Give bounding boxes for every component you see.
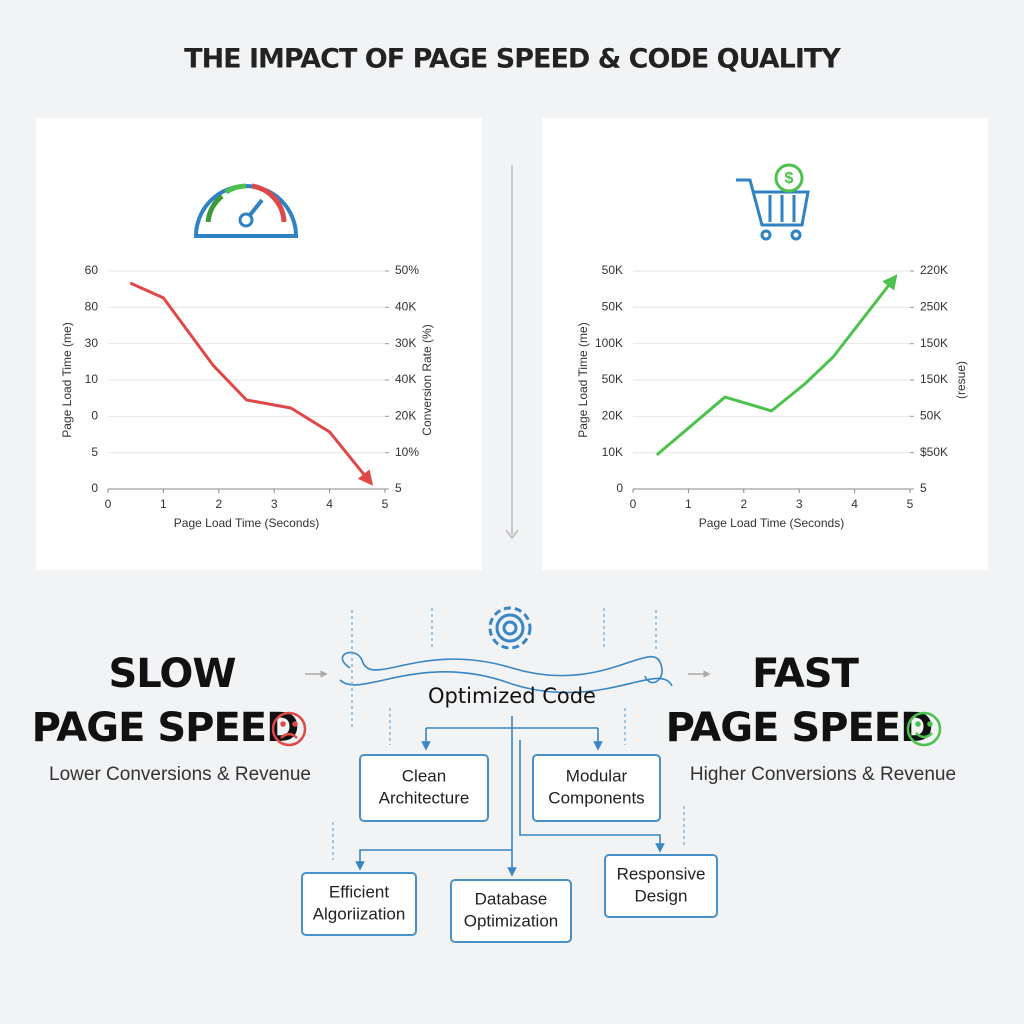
code-box-label: Algoriization <box>313 904 406 923</box>
diagram-center: Optimized Code <box>428 684 596 708</box>
code-box-label: Components <box>548 788 644 807</box>
x-tick-label: 1 <box>685 497 692 511</box>
y2-tick-label: 250K <box>920 300 948 314</box>
y-tick-label: 0 <box>91 481 98 495</box>
y-tick-label: 30 <box>85 336 99 350</box>
y-tick-label: 50K <box>602 263 623 277</box>
divider-arrow <box>505 529 519 540</box>
slow-heading: SLOW <box>109 651 236 697</box>
dashed-arrows <box>332 608 685 860</box>
y2-tick-label: 150K <box>920 336 948 350</box>
banner-ribbon <box>341 651 663 684</box>
y-tick-label: 10 <box>85 372 99 386</box>
code-box-label: Optimization <box>464 911 558 930</box>
y-tick-label: 20K <box>602 409 623 423</box>
fast-heading: FAST <box>752 651 860 697</box>
code-box-label: Clean <box>402 766 446 785</box>
x-tick-label: 2 <box>215 497 222 511</box>
data-line <box>129 281 374 486</box>
slow-heading: PAGE SPEED <box>32 705 299 751</box>
code-box-label: Modular <box>566 766 628 785</box>
code-box-label: Database <box>475 889 548 908</box>
gauge-icon <box>193 183 299 238</box>
happy-face <box>906 711 942 747</box>
fast-heading: PAGE SPEED <box>666 705 933 751</box>
x-tick-label: 5 <box>382 497 389 511</box>
y2-axis-label: (resue) <box>954 361 968 399</box>
connector <box>355 849 512 871</box>
gear-icon <box>488 606 532 650</box>
x-axis-label: Page Load Time (Seconds) <box>699 516 844 530</box>
x-tick-label: 4 <box>326 497 333 511</box>
y2-tick-label: 20K <box>395 409 416 423</box>
code-box <box>450 879 572 943</box>
x-tick-label: 0 <box>105 497 112 511</box>
code-box-label: Design <box>635 886 688 905</box>
y-tick-label: 10K <box>602 445 623 459</box>
y2-tick-label: 10% <box>395 445 419 459</box>
fast-subtitle: Higher Conversions & Revenue <box>690 764 956 785</box>
code-box <box>604 854 718 918</box>
y-tick-label: 0 <box>616 481 623 495</box>
y2-tick-label: 50K <box>920 409 941 423</box>
cart-icon: $ <box>736 163 810 241</box>
y-tick-label: 5 <box>91 445 98 459</box>
sad-face <box>271 711 307 747</box>
data-line <box>655 274 898 456</box>
y-tick-label: 80 <box>85 300 99 314</box>
code-box-label: Efficient <box>329 882 389 901</box>
x-axis-label: Page Load Time (Seconds) <box>174 516 319 530</box>
y2-axis-label: Conversion Rate (%) <box>420 324 434 435</box>
banner-ribbon <box>339 671 673 694</box>
y2-tick-label: 5 <box>920 481 927 495</box>
x-tick-label: 1 <box>160 497 167 511</box>
y2-tick-label: $50K <box>920 445 948 459</box>
code-box-label: Architecture <box>379 788 470 807</box>
code-box <box>301 872 417 936</box>
y-tick-label: 50K <box>602 300 623 314</box>
x-tick-label: 3 <box>796 497 803 511</box>
y-axis-label: Page Load Time (me) <box>60 322 74 437</box>
code-box <box>532 754 661 822</box>
y2-tick-label: 150K <box>920 372 948 386</box>
x-tick-label: 5 <box>907 497 914 511</box>
y2-tick-label: 40K <box>395 372 416 386</box>
y2-tick-label: 50% <box>395 263 419 277</box>
y-tick-label: 50K <box>602 372 623 386</box>
y2-tick-label: 30K <box>395 336 416 350</box>
x-tick-label: 2 <box>740 497 747 511</box>
y2-tick-label: 220K <box>920 263 948 277</box>
page-title: THE IMPACT OF PAGE SPEED & CODE QUALITY <box>184 44 841 75</box>
y-tick-label: 100K <box>595 336 623 350</box>
code-box-label: Responsive <box>617 864 706 883</box>
x-tick-label: 0 <box>630 497 637 511</box>
code-box <box>359 754 489 822</box>
y-axis-label: Page Load Time (me) <box>576 322 590 437</box>
y-tick-label: 0 <box>91 409 98 423</box>
y2-tick-label: 40K <box>395 300 416 314</box>
x-tick-label: 3 <box>271 497 278 511</box>
connector <box>519 740 665 853</box>
y-tick-label: 60 <box>85 263 99 277</box>
dollar-icon: $ <box>785 170 794 187</box>
x-tick-label: 4 <box>851 497 858 511</box>
y2-tick-label: 5 <box>395 481 402 495</box>
slow-subtitle: Lower Conversions & Revenue <box>49 764 311 785</box>
